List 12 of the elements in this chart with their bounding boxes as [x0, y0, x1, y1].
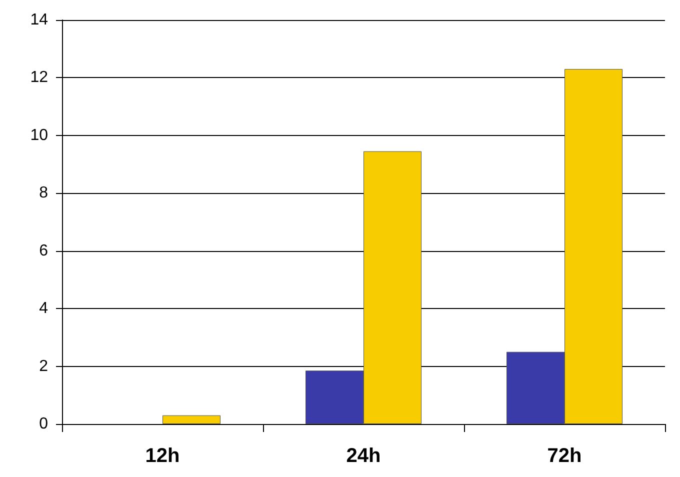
- y-tick-label: 14: [30, 12, 48, 28]
- y-tick-label: 0: [39, 416, 48, 432]
- y-tick-label: 10: [30, 126, 48, 144]
- y-tick-label: 6: [39, 242, 48, 260]
- y-tick-label: 4: [39, 300, 48, 318]
- y-tick-label: 8: [39, 184, 48, 202]
- bar: [162, 415, 220, 424]
- x-tick-label: 12h: [145, 445, 180, 467]
- y-tick-label: 2: [39, 358, 48, 375]
- x-tick-label: 24h: [346, 445, 381, 467]
- y-tick-label: 12: [30, 69, 48, 86]
- x-tick-label: 72h: [547, 445, 582, 467]
